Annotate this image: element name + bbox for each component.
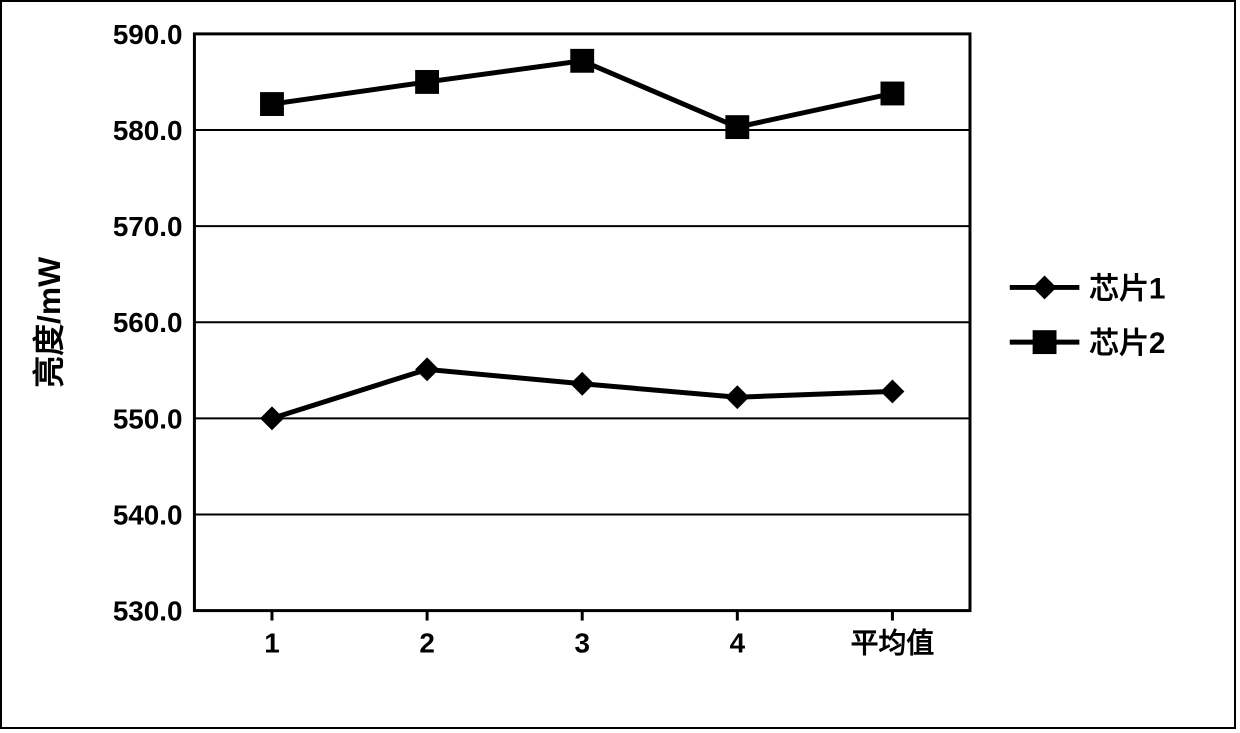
- legend: 芯片1 芯片2: [1010, 272, 1166, 360]
- x-tick-label: 3: [574, 627, 589, 658]
- gridlines: [194, 130, 970, 514]
- x-tick-label: 平均值: [851, 627, 935, 658]
- square-marker-icon: [260, 92, 284, 116]
- series-1: [260, 49, 904, 139]
- x-tick-label: 4: [730, 627, 746, 658]
- y-axis-tick-labels: 530.0 540.0 550.0 560.0 570.0 580.0 590.0: [113, 19, 183, 627]
- diamond-marker-icon: [415, 357, 439, 381]
- diamond-marker-icon: [725, 385, 749, 409]
- diamond-marker-icon: [881, 380, 905, 404]
- y-tick-label: 590.0: [113, 19, 183, 50]
- legend-item-label: 芯片2: [1089, 327, 1165, 360]
- y-tick-label: 580.0: [113, 115, 183, 146]
- x-axis-tick-marks: [272, 611, 892, 621]
- y-axis-title: 亮度/mW: [31, 257, 67, 388]
- series-group: [260, 49, 904, 430]
- chart-frame: 530.0 540.0 550.0 560.0 570.0 580.0 590.0 1 2 3 4…: [0, 0, 1236, 729]
- x-tick-label: 2: [419, 627, 434, 658]
- y-tick-label: 530.0: [113, 596, 183, 627]
- legend-item-label: 芯片1: [1089, 272, 1165, 305]
- y-tick-label: 560.0: [113, 307, 183, 338]
- x-axis-tick-labels: 1 2 3 4 平均值: [264, 627, 934, 658]
- diamond-marker-icon: [260, 406, 284, 430]
- y-tick-label: 540.0: [113, 499, 183, 530]
- x-tick-label: 1: [264, 627, 279, 658]
- square-marker-icon: [725, 115, 749, 139]
- y-tick-label: 570.0: [113, 211, 183, 242]
- diamond-marker-icon: [1033, 276, 1057, 300]
- series-0: [260, 357, 904, 430]
- square-marker-icon: [570, 49, 594, 73]
- square-marker-icon: [881, 82, 905, 106]
- y-tick-label: 550.0: [113, 403, 183, 434]
- chart-container: 530.0 540.0 550.0 560.0 570.0 580.0 590.0 1 2 3 4…: [14, 14, 1222, 715]
- square-marker-icon: [415, 70, 439, 94]
- square-marker-icon: [1033, 330, 1057, 354]
- diamond-marker-icon: [570, 372, 594, 396]
- chart-svg: 530.0 540.0 550.0 560.0 570.0 580.0 590.0 1 2 3 4…: [14, 14, 1222, 715]
